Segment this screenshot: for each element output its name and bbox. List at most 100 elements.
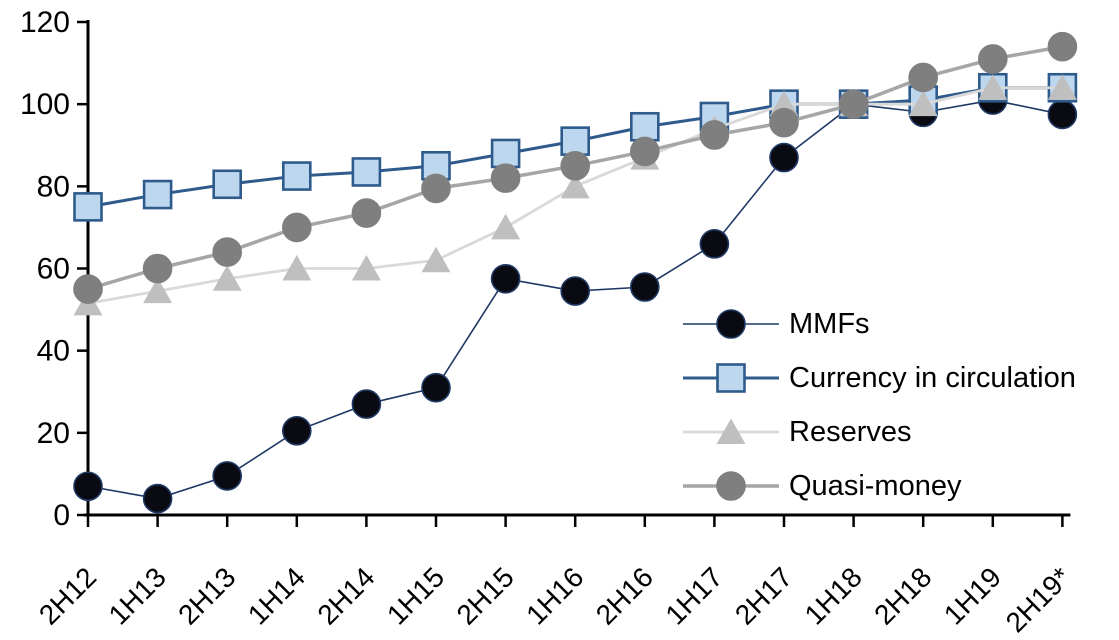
series-marker-mmfs — [281, 415, 312, 446]
x-tick-label: 1H19 — [938, 561, 1007, 630]
legend-marker-shape — [716, 309, 746, 339]
series-marker-quasi-money — [351, 198, 382, 228]
x-tick-label: 2H19* — [1000, 561, 1077, 638]
series-marker-reserves — [212, 265, 242, 291]
series-marker-mmfs — [351, 389, 382, 419]
x-tick-label: 2H17 — [729, 561, 798, 630]
legend-marker-triangle — [683, 418, 779, 444]
x-tick-label-group: 1H18 — [799, 561, 868, 630]
series-marker-quasi-money — [281, 212, 312, 243]
x-tick-label-group: 1H15 — [381, 561, 450, 630]
legend-marker-circle — [683, 309, 779, 339]
legend-item-currency-in-circulation: Currency in circulation — [683, 351, 1076, 405]
x-tick-label: 2H16 — [590, 561, 659, 630]
legend-marker-shape — [716, 471, 746, 501]
legend-item-reserves: Reserves — [683, 405, 1076, 459]
series-marker-quasi-money — [838, 89, 869, 119]
x-tick-label-group: 1H17 — [659, 561, 728, 630]
series-marker-currency-in-circulation — [73, 192, 103, 222]
legend-label: Quasi-money — [789, 469, 962, 502]
legend-item-mmfs: MMFs — [683, 297, 1076, 351]
x-tick-label-group: 2H14 — [311, 561, 380, 630]
x-tick-label: 1H15 — [381, 561, 450, 630]
x-tick-label-group: 1H19 — [938, 561, 1007, 630]
chart-legend: MMFs Currency in circulation Reserves Qu… — [683, 297, 1076, 513]
series-marker-reserves — [143, 277, 173, 304]
series-marker-quasi-money — [73, 274, 103, 304]
series-marker-reserves — [491, 213, 521, 240]
x-tick-label-group: 2H13 — [172, 561, 241, 630]
series-marker-quasi-money — [699, 120, 730, 150]
x-tick-label: 1H16 — [520, 561, 589, 630]
series-marker-mmfs — [699, 229, 730, 259]
legend-item-quasi-money: Quasi-money — [683, 459, 1076, 513]
y-tick-label: 40 — [37, 335, 70, 368]
series-marker-mmfs — [629, 272, 660, 302]
series-marker-mmfs — [769, 142, 799, 173]
series-marker-mmfs — [421, 372, 451, 403]
series-marker-quasi-money — [212, 237, 242, 267]
y-tick-label: 100 — [20, 88, 70, 121]
x-tick-label-group: 2H19* — [1000, 561, 1077, 638]
x-tick-label: 1H14 — [242, 561, 311, 630]
series-marker-currency-in-circulation — [142, 179, 173, 210]
x-tick-label-group: 1H14 — [242, 561, 311, 630]
x-tick-label: 1H13 — [103, 561, 172, 630]
x-tick-label: 2H12 — [33, 561, 102, 630]
legend-marker-shape — [716, 418, 746, 444]
y-tick-label: 80 — [37, 170, 70, 203]
series-marker-reserves — [1047, 74, 1077, 100]
series-marker-quasi-money — [977, 44, 1008, 74]
series-marker-quasi-money — [490, 163, 521, 193]
series-marker-quasi-money — [560, 150, 591, 181]
y-tick-label: 120 — [20, 6, 70, 39]
series-marker-currency-in-circulation — [490, 138, 521, 169]
y-tick-label: 60 — [37, 253, 70, 286]
x-tick-label-group: 2H18 — [868, 561, 937, 630]
x-tick-label-group: 2H17 — [729, 561, 798, 630]
series-marker-reserves — [560, 172, 590, 199]
series-marker-quasi-money — [1047, 31, 1078, 62]
x-tick-label-group: 1H16 — [520, 561, 589, 630]
y-tick-label: 0 — [53, 499, 70, 532]
legend-label: Currency in circulation — [789, 361, 1076, 394]
series-marker-quasi-money — [908, 62, 939, 93]
x-tick-label: 2H15 — [451, 561, 520, 630]
series-marker-mmfs — [212, 461, 242, 491]
series-marker-reserves — [351, 255, 381, 281]
series-marker-quasi-money — [629, 136, 660, 167]
legend-label: Reserves — [789, 415, 912, 448]
series-marker-mmfs — [1047, 99, 1078, 130]
series-marker-quasi-money — [142, 253, 173, 284]
series-marker-reserves — [908, 90, 938, 117]
series-marker-reserves — [421, 246, 451, 273]
series-marker-currency-in-circulation — [351, 157, 382, 187]
series-marker-currency-in-circulation — [212, 169, 242, 200]
x-tick-label: 1H17 — [659, 561, 728, 630]
series-marker-reserves — [978, 74, 1008, 100]
legend-marker-shape — [716, 363, 746, 393]
x-tick-label-group: 1H13 — [103, 561, 172, 630]
x-tick-label: 1H18 — [799, 561, 868, 630]
y-tick-label: 20 — [37, 417, 70, 450]
legend-marker-circle — [683, 471, 779, 501]
legend-label: MMFs — [789, 307, 870, 340]
legend-marker-square — [683, 363, 779, 393]
x-tick-label: 2H18 — [868, 561, 937, 630]
series-marker-mmfs — [560, 276, 591, 306]
series-marker-currency-in-circulation — [560, 126, 591, 156]
x-tick-label-group: 2H12 — [33, 561, 102, 630]
x-tick-label: 2H13 — [172, 561, 241, 630]
series-marker-reserves — [282, 255, 312, 281]
x-tick-label-group: 2H16 — [590, 561, 659, 630]
series-markers-quasi-money — [73, 31, 1078, 304]
series-marker-mmfs — [142, 483, 173, 514]
series-marker-quasi-money — [769, 107, 799, 138]
series-marker-mmfs — [73, 471, 103, 502]
series-marker-currency-in-circulation — [281, 161, 312, 191]
series-marker-mmfs — [490, 263, 521, 294]
x-tick-label: 2H14 — [311, 561, 380, 630]
series-marker-currency-in-circulation — [629, 111, 660, 142]
